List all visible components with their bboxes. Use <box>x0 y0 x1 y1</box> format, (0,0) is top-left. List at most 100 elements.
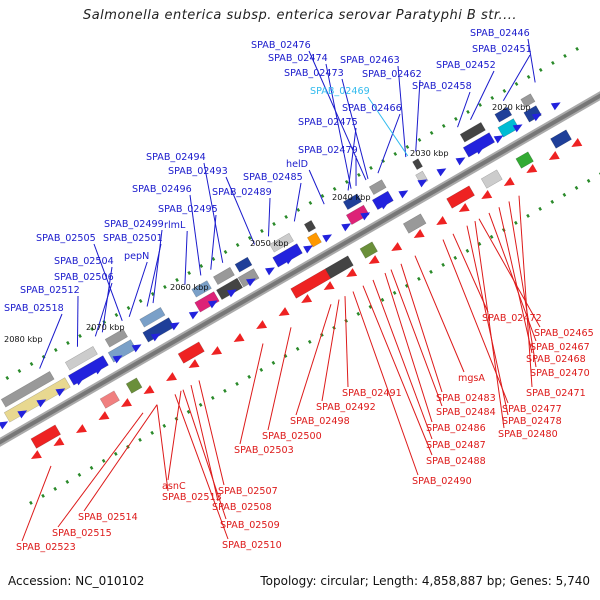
forward-leader-line <box>325 63 352 189</box>
reverse-gene-label[interactable]: SPAB_02484 <box>436 407 496 418</box>
reverse-gene-label[interactable]: SPAB_02468 <box>526 354 586 365</box>
reverse-gene-label[interactable]: SPAB_02500 <box>262 431 322 442</box>
reverse-leader-line <box>400 263 443 393</box>
forward-leader-line <box>293 182 302 222</box>
reverse-gene-label[interactable]: SPAB_02490 <box>412 476 472 487</box>
reverse-leader-line <box>21 465 52 542</box>
tick-mark <box>65 479 70 484</box>
forward-gene-label[interactable]: SPAB_02506 <box>54 272 114 283</box>
forward-gene-label[interactable]: SPAB_02474 <box>268 53 328 64</box>
reverse-gene-label[interactable]: SPAB_02470 <box>530 368 590 379</box>
reverse-gene-label[interactable]: asnC <box>162 481 186 492</box>
reverse-gene-label[interactable]: SPAB_02483 <box>436 393 496 404</box>
forward-gene-label[interactable]: SPAB_02473 <box>284 68 344 79</box>
gene-labels[interactable]: SPAB_02446 SPAB_02451 SPAB_02452 SPAB_02458… <box>4 28 594 553</box>
reverse-gene-block <box>480 169 503 189</box>
forward-gene-label[interactable]: SPAB_02475 <box>298 117 358 128</box>
forward-gene-label[interactable]: SPAB_02504 <box>54 256 114 267</box>
reverse-gene-label[interactable]: SPAB_02472 <box>482 313 542 324</box>
reverse-gene-label[interactable]: SPAB_02487 <box>426 440 486 451</box>
tick-mark <box>380 297 385 302</box>
reverse-gene-label[interactable]: SPAB_02510 <box>222 540 282 551</box>
forward-gene-label[interactable]: SPAB_02469 <box>310 86 370 97</box>
reverse-gene-arrow <box>458 203 470 212</box>
reverse-gene-label[interactable]: SPAB_02480 <box>498 429 558 440</box>
forward-gene-label[interactable]: SPAB_02476 <box>251 40 311 51</box>
forward-gene-label[interactable]: SPAB_02501 <box>103 233 163 244</box>
tick-mark <box>502 88 507 93</box>
forward-gene-label[interactable]: SPAB_02463 <box>340 55 400 66</box>
label-leader-lines <box>21 38 541 542</box>
forward-gene-label[interactable]: SPAB_02451 <box>472 44 532 55</box>
tick-mark <box>175 277 179 282</box>
forward-gene-label[interactable]: SPAB_02505 <box>36 233 96 244</box>
forward-gene-label[interactable]: SPAB_02485 <box>243 172 303 183</box>
reverse-gene-label[interactable]: SPAB_02508 <box>212 502 272 513</box>
forward-gene-arrow <box>379 201 390 210</box>
forward-leader-line <box>267 197 271 237</box>
reverse-gene-label[interactable]: SPAB_02471 <box>526 388 586 399</box>
reverse-gene-block <box>324 255 354 279</box>
forward-gene-label[interactable]: SPAB_02494 <box>146 152 206 163</box>
forward-gene-label[interactable]: rlmL <box>164 220 186 231</box>
reverse-gene-label[interactable]: SPAB_02467 <box>530 342 590 353</box>
tick-mark <box>575 46 579 51</box>
forward-gene-label[interactable]: SPAB_02479 <box>298 145 358 156</box>
forward-gene-block <box>191 280 212 298</box>
forward-leader-line <box>341 78 369 180</box>
tick-mark <box>235 242 240 247</box>
reverse-gene-arrow <box>346 268 358 277</box>
forward-gene-label[interactable]: SPAB_02462 <box>362 69 422 80</box>
reverse-gene-label[interactable]: SPAB_02477 <box>502 404 562 415</box>
forward-gene-label[interactable]: SPAB_02499 <box>104 219 164 230</box>
reverse-gene-label[interactable]: SPAB_02498 <box>290 416 350 427</box>
reverse-leader-line <box>390 269 443 407</box>
reverse-gene-label[interactable]: SPAB_02509 <box>220 520 280 531</box>
forward-gene-block <box>139 307 166 328</box>
reverse-leader-line <box>83 404 158 512</box>
forward-gene-label[interactable]: SPAB_02512 <box>20 285 80 296</box>
forward-gene-block <box>342 193 362 211</box>
forward-gene-label[interactable]: SPAB_02458 <box>412 81 472 92</box>
tick-mark <box>260 228 264 233</box>
tick-mark <box>198 402 203 407</box>
reverse-gene-label[interactable]: SPAB_02523 <box>16 542 76 553</box>
reverse-leader-line <box>239 343 264 445</box>
reverse-leader-line <box>518 195 533 388</box>
reverse-gene-label[interactable]: SPAB_02491 <box>342 388 402 399</box>
forward-gene-label[interactable]: SPAB_02495 <box>158 204 218 215</box>
reverse-gene-label[interactable]: SPAB_02492 <box>316 402 376 413</box>
forward-gene-label[interactable]: pepN <box>124 251 149 262</box>
forward-gene-label[interactable]: SPAB_02452 <box>436 60 496 71</box>
reverse-gene-label[interactable]: SPAB_02507 <box>218 486 278 497</box>
reverse-gene-block <box>125 377 143 394</box>
forward-gene-block <box>306 232 322 248</box>
forward-gene-label[interactable]: SPAB_02493 <box>168 166 228 177</box>
tick-mark <box>89 465 94 470</box>
reverse-leader-line <box>352 291 419 476</box>
map-title: Salmonella enterica subsp. enterica sero… <box>82 8 518 23</box>
reverse-gene-arrow <box>211 346 223 355</box>
reverse-gene-label[interactable]: SPAB_02465 <box>534 328 594 339</box>
forward-gene-label[interactable]: SPAB_02496 <box>132 184 192 195</box>
reverse-gene-label[interactable]: SPAB_02503 <box>234 445 294 456</box>
reverse-gene-label[interactable]: SPAB_02478 <box>502 416 562 427</box>
forward-gene-label[interactable]: SPAB_02518 <box>4 303 64 314</box>
reverse-gene-arrow <box>278 307 290 316</box>
reverse-gene-label[interactable]: mgsA <box>458 373 485 384</box>
tick-mark <box>441 262 445 267</box>
tick-mark <box>126 305 131 310</box>
reverse-gene-label[interactable]: SPAB_02486 <box>426 423 486 434</box>
forward-gene-label[interactable]: SPAB_02446 <box>470 28 530 39</box>
reverse-gene-label[interactable]: SPAB_02515 <box>52 528 112 539</box>
forward-gene-arrow <box>226 289 237 298</box>
reverse-gene-label[interactable]: SPAB_02488 <box>426 456 486 467</box>
reverse-gene-label[interactable]: SPAB_02514 <box>78 512 138 523</box>
forward-gene-label[interactable]: helD <box>286 159 308 170</box>
forward-gene-label[interactable]: SPAB_02466 <box>342 103 402 114</box>
forward-gene-label[interactable]: SPAB_02489 <box>212 187 272 198</box>
tick-mark <box>514 81 519 86</box>
tick-mark <box>344 179 349 184</box>
reverse-gene-label[interactable]: SPAB_02513 <box>162 492 222 503</box>
